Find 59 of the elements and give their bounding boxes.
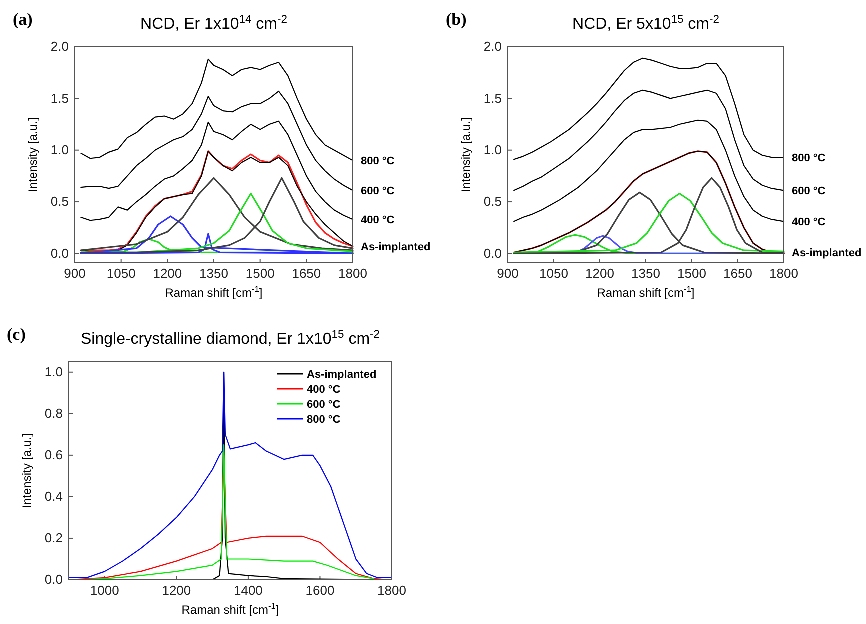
series-label: 800 °C — [361, 156, 395, 168]
x-tick-label: 1500 — [246, 266, 275, 282]
x-tick-label: 1350 — [632, 266, 660, 282]
x-tick-label: 1050 — [540, 266, 568, 282]
x-tick-label: 1800 — [338, 266, 368, 282]
x-tick-label: 1200 — [586, 266, 614, 282]
y-tick-label: 1.0 — [50, 142, 69, 158]
x-tick-label: 900 — [64, 266, 86, 282]
text: (c) — [7, 325, 26, 344]
y-axis-title: Intensity [a.u.] — [20, 434, 34, 508]
x-axis-title: Raman shift [cm$^{-1}$] — [597, 284, 695, 300]
y-tick-label: 1.5 — [50, 90, 69, 106]
x-tick-label: 900 — [497, 266, 519, 282]
series-label: As-implanted — [361, 241, 431, 254]
text: (b) — [446, 10, 467, 29]
x-tick-label: 1000 — [90, 583, 120, 598]
legend-label: 400 °C — [307, 384, 341, 396]
legend-label: As-implanted — [307, 369, 377, 381]
y-tick-label: 1.0 — [44, 364, 63, 380]
text: (a) — [13, 10, 33, 29]
y-axis-title: Intensity [a.u.] — [26, 118, 40, 192]
y-tick-label: 2.0 — [484, 39, 502, 54]
series-label: 600 °C — [792, 186, 826, 198]
x-tick-label: 1600 — [306, 583, 335, 598]
chart-title: NCD, Er 1x10$^{14}$ cm$^{-2}$ — [140, 14, 288, 33]
y-tick-label: 1.5 — [484, 90, 502, 106]
x-tick-label: 1500 — [678, 266, 706, 282]
legend-label: 600 °C — [307, 399, 341, 411]
y-tick-label: 0.0 — [44, 572, 63, 588]
x-tick-label: 1350 — [200, 266, 228, 282]
y-tick-label: 1.0 — [484, 142, 502, 158]
chart-title: NCD, Er 5x10$^{15}$ cm$^{-2}$ — [572, 14, 720, 33]
y-tick-label: 0.5 — [484, 194, 502, 210]
series-label: As-implanted — [792, 248, 862, 260]
y-tick-label: 0.0 — [484, 246, 502, 261]
x-tick-label: 1400 — [234, 583, 263, 598]
x-axis-title: Raman shift [cm$^{-1}$] — [165, 284, 263, 300]
y-tick-label: 0.5 — [50, 194, 69, 210]
series-label: 400 °C — [361, 214, 395, 227]
x-tick-label: 1200 — [162, 583, 192, 598]
x-tick-label: 1650 — [292, 266, 322, 282]
series-label: 800 °C — [792, 152, 826, 165]
y-axis-title: Intensity [a.u.] — [459, 118, 473, 192]
series-label: 400 °C — [792, 216, 826, 229]
y-tick-label: 0.2 — [44, 530, 63, 546]
x-tick-label: 1650 — [724, 266, 752, 282]
x-tick-label: 1800 — [378, 583, 406, 598]
y-tick-label: 0.8 — [44, 406, 63, 422]
legend-label: 800 °C — [307, 414, 341, 426]
x-tick-label: 1800 — [770, 266, 798, 282]
y-tick-label: 2.0 — [50, 39, 69, 54]
y-tick-label: 0.4 — [44, 489, 63, 504]
y-tick-label: 0.0 — [50, 246, 69, 261]
x-tick-label: 1050 — [106, 266, 136, 282]
x-tick-label: 1200 — [153, 266, 182, 282]
x-axis-title: Raman shift [cm$^{-1}$] — [182, 601, 280, 617]
chart-title: Single-crystalline diamond, Er 1x10$^{15}$ cm$^{-2}$ — [81, 329, 380, 348]
series-label: 600 °C — [361, 186, 395, 198]
y-tick-label: 0.6 — [44, 448, 63, 463]
